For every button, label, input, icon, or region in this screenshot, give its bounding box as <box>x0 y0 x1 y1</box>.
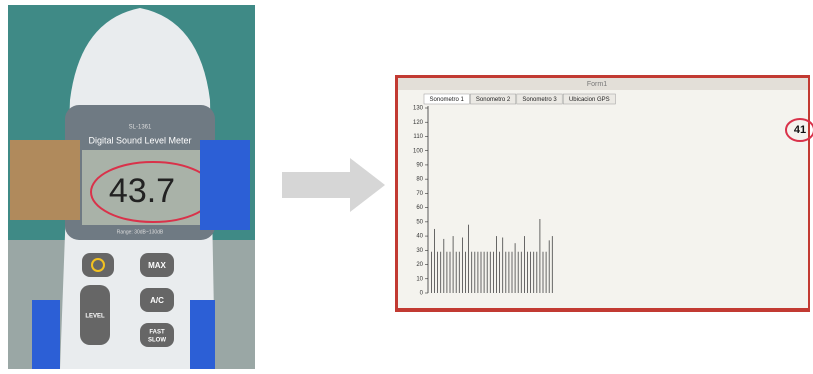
bar <box>443 239 444 293</box>
bar <box>512 252 513 293</box>
y-tick-label: 90 <box>416 163 423 169</box>
bar <box>524 236 525 293</box>
y-tick-label: 130 <box>413 106 424 112</box>
bar <box>462 238 463 294</box>
y-tick-label: 10 <box>416 276 423 282</box>
blue-holder <box>200 140 250 230</box>
bar <box>465 252 466 293</box>
bar <box>543 252 544 293</box>
tabs: Sonometro 1 Sonometro 2 Sonometro 3 Ubicaci… <box>424 94 615 104</box>
bar <box>431 252 432 293</box>
bar <box>549 240 550 293</box>
bar <box>502 238 503 294</box>
tab-label: Sonometro 1 <box>430 97 465 103</box>
screen-photo: Form1 Sonometro 1 Sonometro 2 Sonometro 3 U… <box>395 75 813 312</box>
bar <box>552 236 553 293</box>
window-title: Form1 <box>587 81 607 88</box>
annotation: 41 <box>794 124 806 136</box>
bar <box>487 252 488 293</box>
model: SL-1361 <box>129 125 152 131</box>
range: Range: 30dB~130dB <box>117 229 164 235</box>
bar <box>505 252 506 293</box>
bar <box>518 252 519 293</box>
tab-label: Sonometro 2 <box>476 97 511 103</box>
bar <box>474 252 475 293</box>
arrow <box>282 158 385 212</box>
y-tick-label: 40 <box>416 234 423 240</box>
gps-module <box>10 140 80 220</box>
meter-photo: SL-1361 Digital Sound Level Meter 43.7 R… <box>8 5 255 369</box>
y-tick-label: 70 <box>416 191 423 197</box>
reading: 43.7 <box>109 172 175 210</box>
bar <box>499 252 500 293</box>
bar <box>533 252 534 293</box>
tab-label: Sonometro 3 <box>522 97 557 103</box>
y-tick-label: 50 <box>416 219 423 225</box>
button-label: LEVEL <box>85 314 105 320</box>
bar <box>546 252 547 293</box>
power-button <box>82 253 114 277</box>
y-tick-label: 100 <box>413 148 424 154</box>
tab-label: Ubicacion GPS <box>569 97 610 103</box>
y-tick-label: 20 <box>416 262 423 268</box>
bar <box>437 252 438 293</box>
bar <box>468 225 469 293</box>
bar <box>478 252 479 293</box>
bar <box>490 252 491 293</box>
bar <box>484 252 485 293</box>
scene: SL-1361 Digital Sound Level Meter 43.7 R… <box>0 0 813 369</box>
blue-holder <box>32 300 60 369</box>
bar <box>471 252 472 293</box>
bar <box>493 252 494 293</box>
bar <box>456 252 457 293</box>
bar <box>530 252 531 293</box>
blue-holder <box>190 300 215 369</box>
button-label: SLOW <box>148 338 166 344</box>
button-label: FAST <box>149 330 165 336</box>
bar <box>540 219 541 293</box>
page: {"meter": {"model": "SL-1361", "title": … <box>0 0 813 369</box>
y-tick-label: 30 <box>416 248 423 254</box>
y-tick-label: 60 <box>416 205 423 211</box>
y-tick-label: 80 <box>416 177 423 183</box>
bar <box>536 252 537 293</box>
bar <box>496 236 497 293</box>
bar <box>453 236 454 293</box>
bar <box>515 243 516 293</box>
bar <box>481 252 482 293</box>
meter-title: Digital Sound Level Meter <box>88 135 191 145</box>
bar <box>434 229 435 293</box>
bar <box>459 252 460 293</box>
button-label: MAX <box>148 261 166 270</box>
bar <box>527 252 528 293</box>
button-label: A/C <box>150 296 164 305</box>
y-tick-label: 120 <box>413 120 424 126</box>
bar <box>450 252 451 293</box>
bar <box>509 252 510 293</box>
bar <box>440 252 441 293</box>
y-tick-label: 110 <box>413 134 423 140</box>
bar <box>521 252 522 293</box>
bar <box>447 252 448 293</box>
